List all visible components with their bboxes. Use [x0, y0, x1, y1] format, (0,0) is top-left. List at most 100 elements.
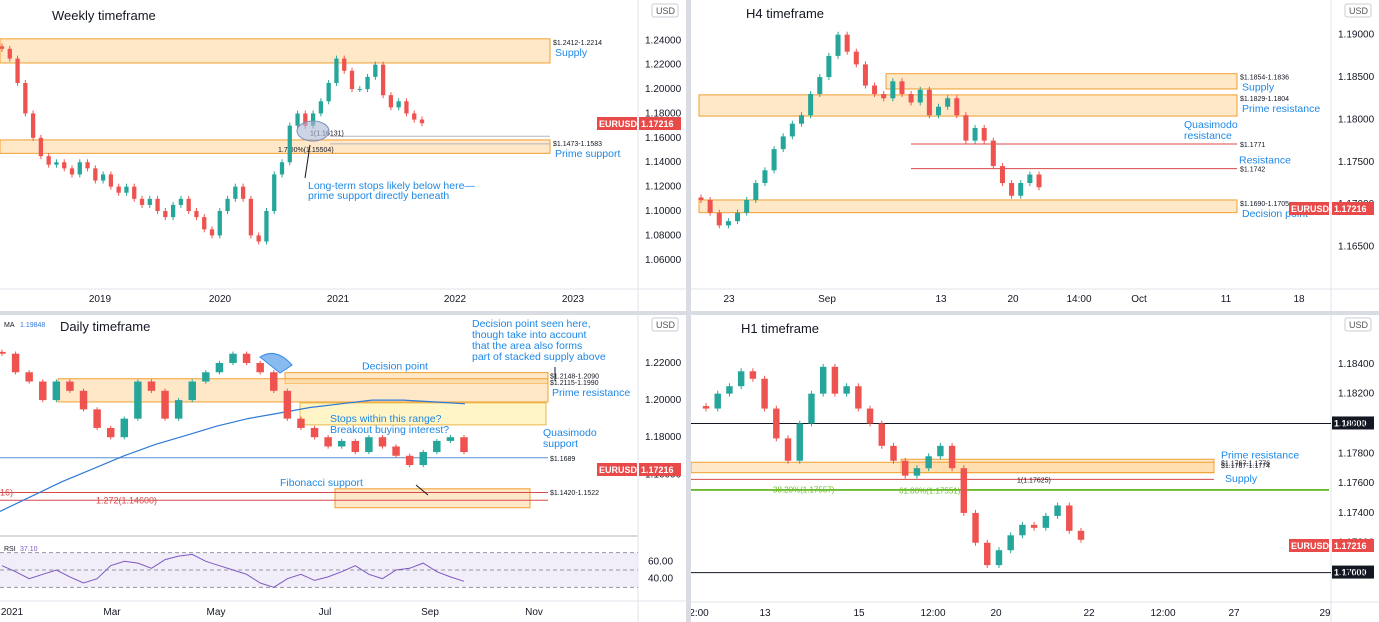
candle-body: [963, 115, 969, 141]
candle-body: [784, 438, 792, 461]
y-tick-label: 1.24000: [645, 35, 682, 46]
zone-range-label: $1.1829-1.1804: [1240, 96, 1289, 103]
x-tick-label: 2020: [209, 294, 232, 305]
zone-name-label: Prime support: [555, 148, 620, 160]
stop-cluster-ellipse: [296, 120, 330, 142]
zone-range-label: $1.1473-1.1583: [553, 141, 602, 148]
svg-text:EURUSD: EURUSD: [1291, 541, 1330, 551]
candle-body: [716, 212, 722, 226]
candle-body: [1018, 183, 1024, 196]
candle-body: [744, 199, 750, 213]
x-tick-label: Sep: [421, 607, 439, 618]
x-tick-label: Jul: [319, 607, 332, 618]
y-tick-label: 1.17800: [1338, 448, 1375, 459]
candle-body: [945, 98, 951, 107]
svg-text:1.17216: 1.17216: [1334, 541, 1367, 551]
panel-divider-horizontal[interactable]: [0, 311, 1379, 315]
candle-body: [215, 362, 224, 373]
candle-body: [120, 418, 129, 438]
candle-body: [188, 381, 196, 401]
svg-text:USD: USD: [656, 320, 676, 330]
candle-body: [737, 371, 745, 387]
candle-body: [77, 162, 82, 175]
h4-usd-badge[interactable]: USD: [1344, 3, 1372, 18]
zone-name-label: Prime resistance: [552, 387, 630, 399]
y-tick-label: 1.19000: [1338, 30, 1375, 41]
daily-chart[interactable]: $1.2148-1.2090 Decision point $1.2115-1.19…: [0, 315, 686, 622]
candle-body: [52, 381, 61, 401]
h4-chart-panel[interactable]: $1.1854-1.1836 Supply $1.1829-1.1804 Prime …: [691, 0, 1379, 311]
x-tick-label: 11: [1221, 294, 1232, 305]
x-tick-label: 2021: [327, 294, 350, 305]
zone-range-label: $1.2115-1.1990: [550, 380, 599, 387]
weekly-usd-badge[interactable]: USD: [651, 3, 679, 18]
candle-body: [217, 211, 222, 236]
candle-body: [972, 512, 979, 543]
candle-body: [1019, 524, 1026, 536]
candle-body: [326, 82, 331, 102]
svg-text:1.17216: 1.17216: [641, 119, 674, 129]
candle-body: [225, 198, 230, 212]
daily-chart-panel[interactable]: $1.2148-1.2090 Decision point $1.2115-1.19…: [0, 315, 686, 622]
candle-body: [170, 204, 176, 218]
candle-body: [85, 162, 90, 169]
daily-moving-average: [0, 399, 466, 512]
candle-body: [890, 445, 897, 461]
y-tick-label: 1.17000: [1338, 568, 1375, 579]
candle-body: [796, 423, 803, 461]
daily-annotation-2-line-1: Stops within this range?: [330, 413, 442, 425]
weekly-chart-panel[interactable]: $1.2412-1.2214 Supply $1.1473-1.1583 Prime …: [0, 0, 686, 311]
candle-body: [124, 186, 129, 193]
level-name-label: Resistance: [1239, 155, 1291, 167]
candle-body: [762, 170, 768, 184]
y-tick-label: 1.18000: [645, 108, 682, 119]
candle-body: [194, 211, 199, 218]
x-tick-label: 2022: [444, 294, 467, 305]
y-tick-label: 1.20000: [645, 395, 682, 406]
y-tick-label: 1.18500: [1338, 72, 1375, 83]
candle-body: [240, 186, 246, 199]
candle-body: [351, 440, 360, 453]
rsi-line: [1, 553, 465, 588]
h1-chart-panel[interactable]: 1.18000 1.17000 $1.1767-1.1776 Prime resis…: [691, 315, 1379, 622]
candle-body: [725, 221, 731, 226]
candle-body: [30, 113, 36, 138]
candle-body: [163, 211, 168, 218]
zone-rect: [0, 38, 551, 64]
candle-body: [147, 198, 152, 205]
candle-body: [789, 123, 795, 137]
candle-body: [1030, 524, 1038, 528]
daily-usd-badge[interactable]: USD: [651, 317, 679, 332]
zone-range-label: $1.1767-1.1774: [1221, 463, 1270, 470]
rsi-tick-label: 60.00: [648, 556, 673, 567]
daily-zones: $1.2148-1.2090 Decision point $1.2115-1.19…: [57, 361, 630, 509]
candle-body: [256, 362, 264, 373]
candle-body: [405, 455, 414, 466]
y-tick-label: 1.22000: [645, 60, 682, 71]
candle-body: [248, 198, 254, 236]
candle-body: [202, 217, 207, 230]
candle-body: [937, 445, 944, 457]
h1-price-tag: EURUSD 1.17216: [1289, 539, 1374, 552]
h1-usd-badge[interactable]: USD: [1344, 317, 1372, 332]
level-value-label: 1(1.17625): [1017, 477, 1051, 484]
weekly-candles: [0, 43, 425, 245]
y-tick-label: 1.22000: [645, 358, 682, 369]
x-tick-label: 29: [1319, 608, 1331, 619]
level-value-label: $1.1742: [1240, 167, 1265, 174]
y-tick-label: 1.18400: [1338, 359, 1375, 370]
candle-body: [972, 127, 978, 141]
candle-body: [147, 381, 156, 391]
zone-name-label: Supply: [1225, 473, 1258, 485]
h4-x-axis: 23 Sep 13 20 14:00 Oct 11 18: [723, 294, 1305, 305]
x-tick-label: 2019: [89, 294, 112, 305]
round-number-tag: [1332, 565, 1374, 579]
x-tick-label: 12:00: [1150, 608, 1175, 619]
candle-body: [116, 186, 121, 193]
weekly-title: Weekly timeframe: [52, 8, 156, 23]
candle-body: [726, 386, 733, 394]
